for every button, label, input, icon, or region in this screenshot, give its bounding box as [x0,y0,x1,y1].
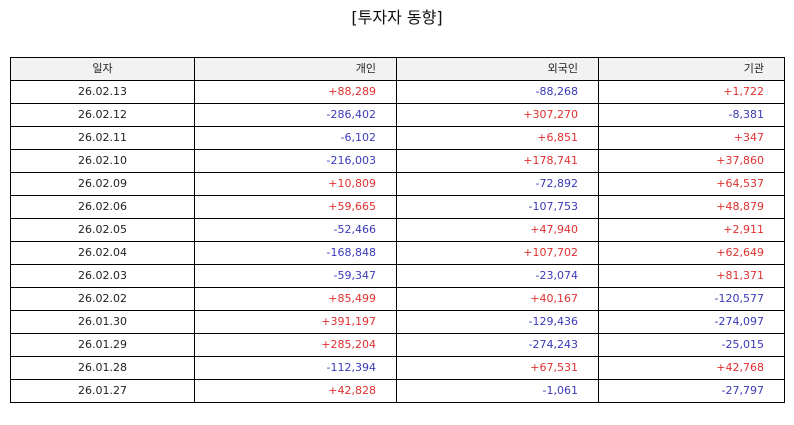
cell-individual: +391,197 [194,310,397,334]
cell-foreign: +40,167 [396,287,599,311]
cell-date: 26.01.27 [10,379,195,403]
cell-date: 26.02.06 [10,195,195,219]
table-row: 26.02.03 -59,347 -23,074 +81,371 [10,264,785,288]
table-body: 26.02.13 +88,289 -88,268 +1,722 26.02.12 -286… [10,80,785,403]
cell-foreign: -107,753 [396,195,599,219]
cell-date: 26.02.09 [10,172,195,196]
cell-individual: +59,665 [194,195,397,219]
table-row: 26.02.10 -216,003 +178,741 +37,860 [10,149,785,173]
table-row: 26.02.06 +59,665 -107,753 +48,879 [10,195,785,219]
table-row: 26.01.30 +391,197 -129,436 -274,097 [10,310,785,334]
cell-foreign: +6,851 [396,126,599,150]
cell-individual: +42,828 [194,379,397,403]
cell-individual: -6,102 [194,126,397,150]
cell-institution: -27,797 [598,379,785,403]
cell-date: 26.02.02 [10,287,195,311]
cell-date: 26.02.04 [10,241,195,265]
header-foreign: 외국인 [396,57,599,81]
cell-foreign: +307,270 [396,103,599,127]
table-row: 26.01.27 +42,828 -1,061 -27,797 [10,379,785,403]
cell-institution: +48,879 [598,195,785,219]
table-row: 26.02.11 -6,102 +6,851 +347 [10,126,785,150]
header-individual: 개인 [194,57,397,81]
table-row: 26.01.28 -112,394 +67,531 +42,768 [10,356,785,380]
cell-foreign: -88,268 [396,80,599,104]
cell-institution: +347 [598,126,785,150]
cell-date: 26.02.13 [10,80,195,104]
cell-institution: +37,860 [598,149,785,173]
cell-institution: +64,537 [598,172,785,196]
table-row: 26.02.13 +88,289 -88,268 +1,722 [10,80,785,104]
table-row: 26.01.29 +285,204 -274,243 -25,015 [10,333,785,357]
cell-foreign: +47,940 [396,218,599,242]
cell-institution: -8,381 [598,103,785,127]
cell-foreign: +178,741 [396,149,599,173]
cell-foreign: -1,061 [396,379,599,403]
cell-institution: +1,722 [598,80,785,104]
cell-date: 26.01.28 [10,356,195,380]
header-institution: 기관 [598,57,785,81]
cell-individual: -112,394 [194,356,397,380]
cell-foreign: -72,892 [396,172,599,196]
cell-individual: -168,848 [194,241,397,265]
cell-institution: -25,015 [598,333,785,357]
table-header-row: 일자 개인 외국인 기관 [10,57,785,81]
cell-institution: +81,371 [598,264,785,288]
table-row: 26.02.05 -52,466 +47,940 +2,911 [10,218,785,242]
cell-date: 26.02.05 [10,218,195,242]
cell-individual: -52,466 [194,218,397,242]
cell-institution: -274,097 [598,310,785,334]
cell-foreign: +107,702 [396,241,599,265]
cell-date: 26.01.29 [10,333,195,357]
page-title: [투자자 동향] [351,8,443,27]
cell-individual: +10,809 [194,172,397,196]
cell-date: 26.02.11 [10,126,195,150]
cell-date: 26.01.30 [10,310,195,334]
cell-individual: +88,289 [194,80,397,104]
cell-foreign: -23,074 [396,264,599,288]
cell-institution: +2,911 [598,218,785,242]
investor-trend-table: 일자 개인 외국인 기관 26.02.13 +88,289 -88,268 +1,72… [10,57,785,403]
cell-institution: +42,768 [598,356,785,380]
cell-date: 26.02.10 [10,149,195,173]
cell-foreign: +67,531 [396,356,599,380]
table-row: 26.02.09 +10,809 -72,892 +64,537 [10,172,785,196]
cell-individual: -59,347 [194,264,397,288]
table-row: 26.02.04 -168,848 +107,702 +62,649 [10,241,785,265]
cell-individual: -216,003 [194,149,397,173]
cell-institution: -120,577 [598,287,785,311]
cell-foreign: -129,436 [396,310,599,334]
table-row: 26.02.12 -286,402 +307,270 -8,381 [10,103,785,127]
cell-date: 26.02.12 [10,103,195,127]
cell-individual: -286,402 [194,103,397,127]
cell-foreign: -274,243 [396,333,599,357]
cell-date: 26.02.03 [10,264,195,288]
header-date: 일자 [10,57,195,81]
table-row: 26.02.02 +85,499 +40,167 -120,577 [10,287,785,311]
cell-individual: +85,499 [194,287,397,311]
cell-individual: +285,204 [194,333,397,357]
cell-institution: +62,649 [598,241,785,265]
